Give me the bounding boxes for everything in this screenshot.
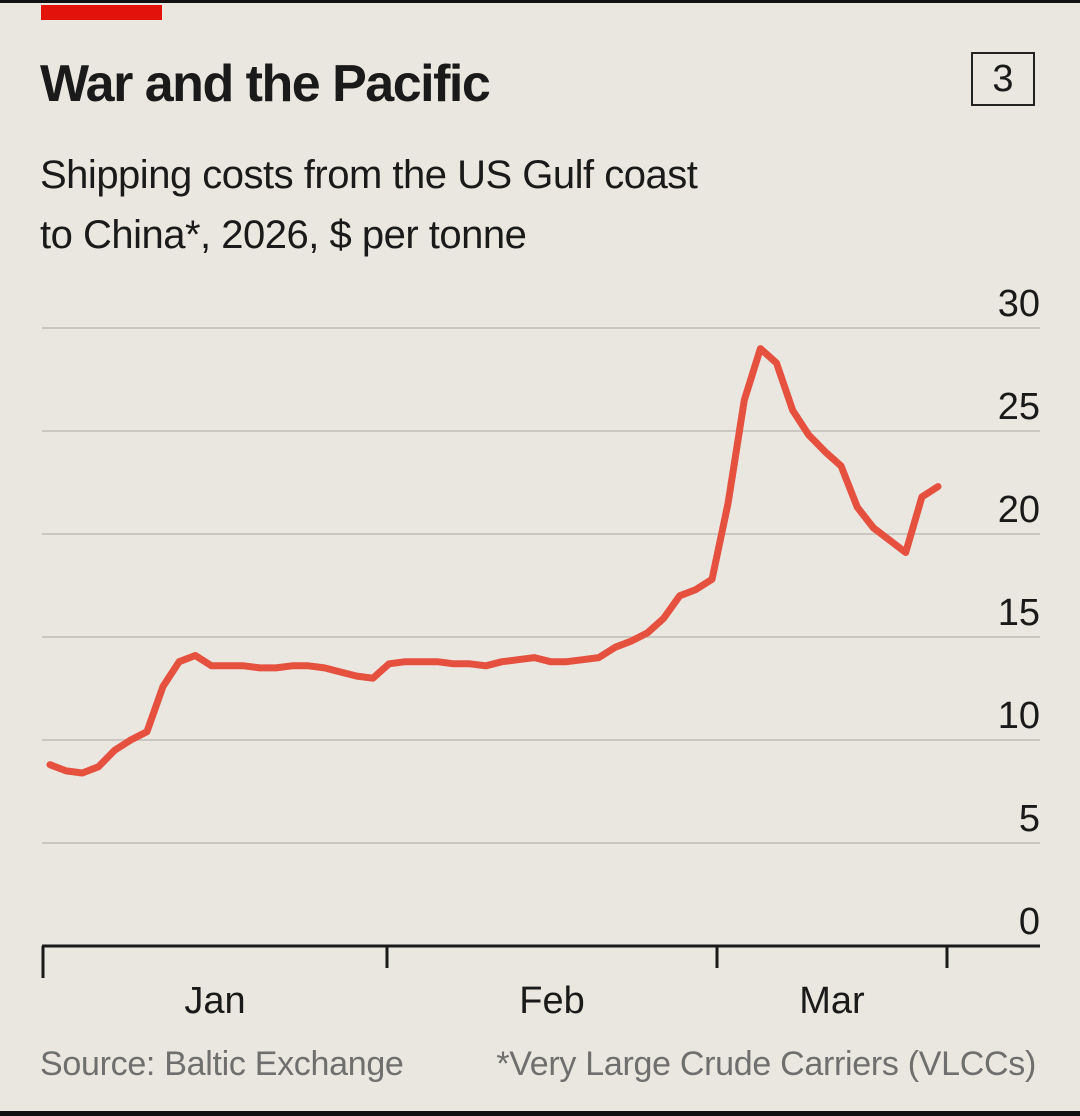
data-point — [921, 496, 923, 498]
data-point — [646, 632, 648, 634]
subtitle-line-2: to China*, 2026, $ per tonne — [40, 213, 527, 257]
x-tick-label-feb: Feb — [519, 980, 584, 1022]
data-point — [501, 661, 503, 663]
series-line-1 — [46, 345, 942, 777]
data-point — [469, 663, 471, 665]
data-point — [598, 657, 600, 659]
data-point — [582, 659, 584, 661]
data-point — [759, 348, 761, 350]
data-point — [630, 640, 632, 642]
subtitle-line-1: Shipping costs from the US Gulf coast — [40, 153, 698, 197]
data-point — [388, 663, 390, 665]
data-point — [566, 661, 568, 663]
data-point — [356, 675, 358, 677]
top-border — [0, 0, 1080, 3]
data-point — [485, 665, 487, 667]
data-point — [291, 665, 293, 667]
chart-number-badge: 3 — [971, 52, 1035, 106]
data-point — [937, 486, 939, 488]
data-point — [372, 677, 374, 679]
data-point — [614, 646, 616, 648]
data-point — [711, 578, 713, 580]
data-point — [178, 661, 180, 663]
data-point — [404, 661, 406, 663]
data-point — [776, 362, 777, 364]
data-point — [130, 739, 132, 741]
data-point — [727, 502, 729, 504]
data-point — [695, 589, 697, 591]
data-point — [550, 661, 551, 663]
chart-title: War and the Pacific — [40, 55, 491, 113]
data-point — [307, 665, 309, 667]
y-tick-label-20: 20 — [998, 489, 1040, 531]
y-tick-label-25: 25 — [998, 386, 1040, 428]
data-point — [97, 766, 99, 768]
data-point — [872, 527, 874, 529]
data-point — [275, 667, 277, 669]
x-axis: Jan Feb Mar — [41, 944, 1040, 1022]
data-point — [533, 657, 535, 659]
data-point — [65, 770, 67, 772]
data-point — [114, 749, 116, 751]
data-point — [792, 409, 794, 411]
bottom-border — [0, 1111, 1080, 1116]
series-layer — [46, 345, 942, 777]
data-point — [856, 506, 858, 508]
data-point — [517, 659, 519, 661]
data-point — [743, 399, 745, 401]
data-point — [824, 451, 826, 453]
y-axis-tick-labels: 0 5 10 15 20 25 30 — [998, 283, 1040, 943]
brand-red-tab — [41, 5, 162, 20]
y-tick-label-5: 5 — [1019, 798, 1040, 840]
footnote: *Very Large Crude Carriers (VLCCs) — [496, 1045, 1036, 1083]
data-point — [889, 539, 891, 541]
data-point — [420, 661, 422, 663]
gridlines — [42, 327, 1040, 844]
y-tick-label-30: 30 — [998, 283, 1040, 325]
data-point — [905, 552, 907, 553]
x-tick-label-jan: Jan — [184, 980, 245, 1022]
y-tick-label-0: 0 — [1019, 901, 1040, 943]
data-point — [663, 618, 664, 619]
data-point — [259, 667, 261, 669]
data-point — [437, 661, 438, 663]
data-point — [808, 434, 810, 436]
data-point — [146, 731, 148, 733]
x-tick-label-mar: Mar — [799, 980, 865, 1022]
data-point — [162, 685, 164, 687]
source-note: Source: Baltic Exchange — [40, 1045, 404, 1083]
y-tick-label-10: 10 — [998, 695, 1040, 737]
data-point — [194, 655, 196, 656]
chart-subtitle: Shipping costs from the US Gulf coast to… — [40, 145, 860, 265]
data-point — [453, 663, 455, 665]
data-point — [679, 595, 681, 597]
data-point — [340, 671, 342, 673]
data-point — [49, 764, 51, 766]
data-point — [324, 667, 325, 669]
data-point — [81, 772, 83, 774]
data-point — [243, 665, 245, 667]
data-point — [211, 665, 212, 667]
data-point — [227, 665, 229, 667]
y-tick-label-15: 15 — [998, 592, 1040, 634]
data-point — [840, 465, 842, 467]
